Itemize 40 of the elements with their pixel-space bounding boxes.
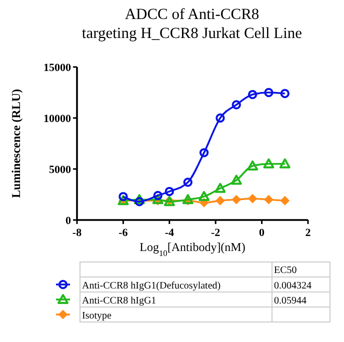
point bbox=[264, 195, 274, 204]
point bbox=[248, 194, 258, 204]
x-tick-label: -8 bbox=[72, 227, 82, 239]
x-tick-label: -2 bbox=[211, 227, 221, 239]
x-tick-label: 2 bbox=[305, 227, 312, 239]
point bbox=[280, 196, 290, 206]
point bbox=[232, 100, 241, 110]
point bbox=[248, 90, 258, 100]
chart-title: ADCC of Anti-CCR8 targeting H_CCR8 Jurkat Cell Line bbox=[82, 6, 302, 42]
x-tick-label: 0 bbox=[259, 227, 266, 239]
point bbox=[183, 178, 192, 187]
point bbox=[153, 190, 162, 200]
point bbox=[247, 160, 258, 170]
point bbox=[280, 88, 290, 98]
point bbox=[216, 196, 225, 206]
point bbox=[264, 88, 274, 98]
point bbox=[232, 195, 241, 204]
legend-label: Anti-CCR8 hIgG1 bbox=[82, 296, 156, 306]
text: EC50 bbox=[274, 265, 297, 276]
legend-label: Isotype bbox=[82, 310, 112, 322]
text: 0.004324 bbox=[274, 280, 312, 292]
point bbox=[263, 158, 274, 168]
y-axis-title: Luminescence (RLU) bbox=[9, 89, 23, 198]
point bbox=[279, 158, 290, 168]
y-tick-label: 10000 bbox=[44, 113, 72, 125]
point bbox=[230, 174, 242, 185]
y-tick-label: 0 bbox=[66, 215, 72, 227]
point bbox=[214, 182, 226, 193]
text: 0.05944 bbox=[274, 296, 306, 306]
point bbox=[118, 192, 128, 202]
x-tick-label: -6 bbox=[118, 227, 128, 239]
x-tick-label: -4 bbox=[164, 227, 174, 239]
point bbox=[164, 186, 174, 196]
y-tick-label: 15000 bbox=[44, 62, 72, 74]
point bbox=[199, 148, 209, 158]
legend-label: Anti-CCR8 hIgG1(Defucosylated) bbox=[82, 280, 221, 292]
y-tick-label: 5000 bbox=[49, 164, 72, 176]
point bbox=[216, 113, 225, 123]
point bbox=[198, 191, 210, 202]
x-axis-title: Log$_{10}$[Antibody](nM) bbox=[140, 240, 246, 258]
